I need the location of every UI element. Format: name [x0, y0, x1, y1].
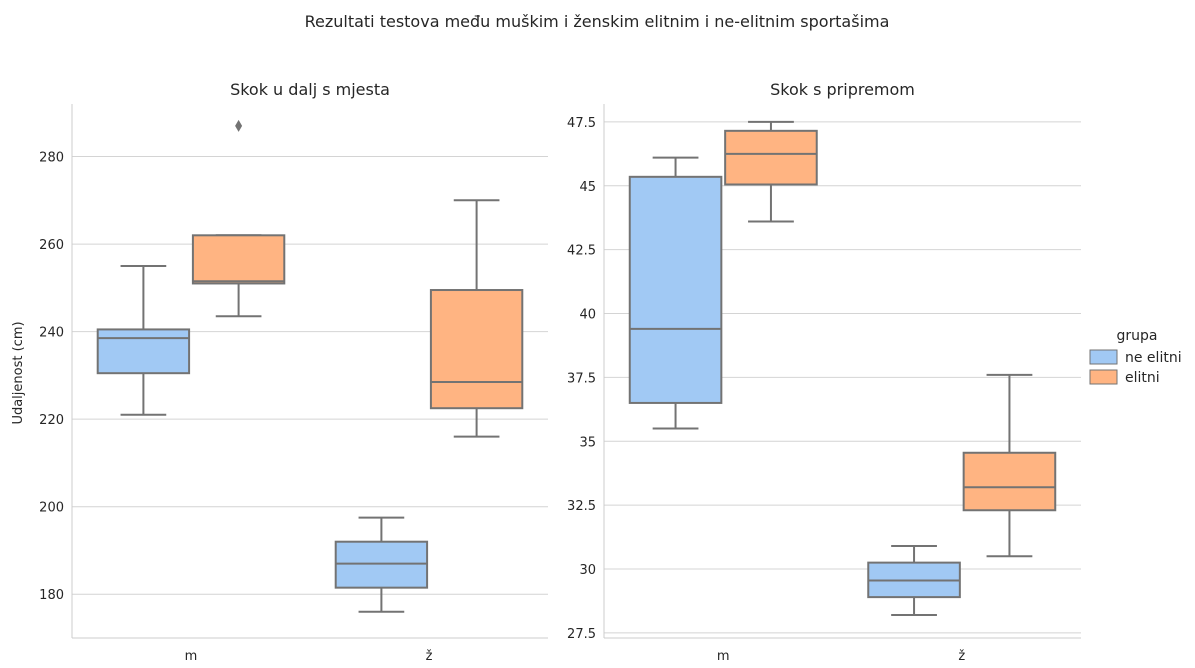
outlier-point — [235, 119, 243, 132]
y-tick-label: 40 — [579, 308, 596, 323]
panel-title: Skok s pripremom — [770, 80, 915, 99]
box-body — [628, 175, 723, 404]
box-body — [96, 328, 191, 375]
box-elitni-m — [191, 119, 286, 318]
x-tick-label: ž — [958, 649, 965, 664]
legend-label: ne elitni — [1125, 350, 1182, 366]
y-tick-label: 47.5 — [567, 116, 596, 131]
y-tick-label: 27.5 — [567, 627, 596, 642]
box-ne-elitni-ž — [867, 545, 961, 617]
legend-swatch — [1089, 369, 1118, 385]
legend: grupa ne elitni elitni — [1089, 328, 1182, 386]
box-body — [724, 129, 818, 186]
box-body — [191, 234, 286, 285]
y-tick-label: 32.5 — [567, 499, 596, 514]
y-tick-label: 260 — [39, 238, 64, 253]
y-tick-label: 280 — [39, 151, 64, 166]
y-tick-label: 42.5 — [567, 244, 596, 259]
legend-items: ne elitni elitni — [1089, 349, 1182, 386]
box-body — [429, 289, 524, 410]
box-elitni-m — [724, 120, 818, 223]
y-tick-label: 45 — [579, 180, 596, 195]
y-tick-label: 220 — [39, 413, 64, 428]
x-tick-label: ž — [426, 649, 433, 664]
box-body — [962, 451, 1057, 512]
legend-swatch — [1089, 349, 1118, 365]
y-tick-label: 240 — [39, 326, 64, 341]
box-ne-elitni-ž — [334, 516, 429, 613]
box-ne-elitni-m — [96, 264, 191, 416]
chart-suptitle: Rezultati testova među muškim i ženskim … — [305, 12, 890, 31]
y-tick-label: 180 — [39, 588, 64, 603]
panel-title: Skok u dalj s mjesta — [230, 80, 390, 99]
panel-1: 180 200 220 240 260 280 m ž Skok u dalj s mjesta — [39, 80, 548, 664]
y-tick-label: 37.5 — [567, 371, 596, 386]
box-ne-elitni-m — [628, 156, 723, 430]
legend-title: grupa — [1117, 328, 1158, 344]
x-tick-label: m — [185, 649, 198, 664]
y-tick-label: 30 — [579, 563, 596, 578]
y-tick-label: 35 — [579, 435, 596, 450]
panels-layer: 180 200 220 240 260 280 m ž Skok u dalj s mjesta… — [39, 80, 1081, 664]
x-tick-label: m — [717, 649, 730, 664]
y-tick-label: 200 — [39, 501, 64, 516]
box-body — [334, 540, 429, 589]
box-elitni-ž — [429, 199, 524, 438]
legend-item: ne elitni — [1089, 349, 1182, 366]
box-elitni-ž — [962, 373, 1057, 558]
legend-item: elitni — [1089, 369, 1160, 386]
y-axis-label: Udaljenost (cm) — [11, 321, 26, 424]
legend-label: elitni — [1125, 370, 1160, 386]
panel-2: 27.5 30 32.5 35 37.5 40 42.5 45 47.5 m ž Skok s pri… — [567, 80, 1081, 664]
